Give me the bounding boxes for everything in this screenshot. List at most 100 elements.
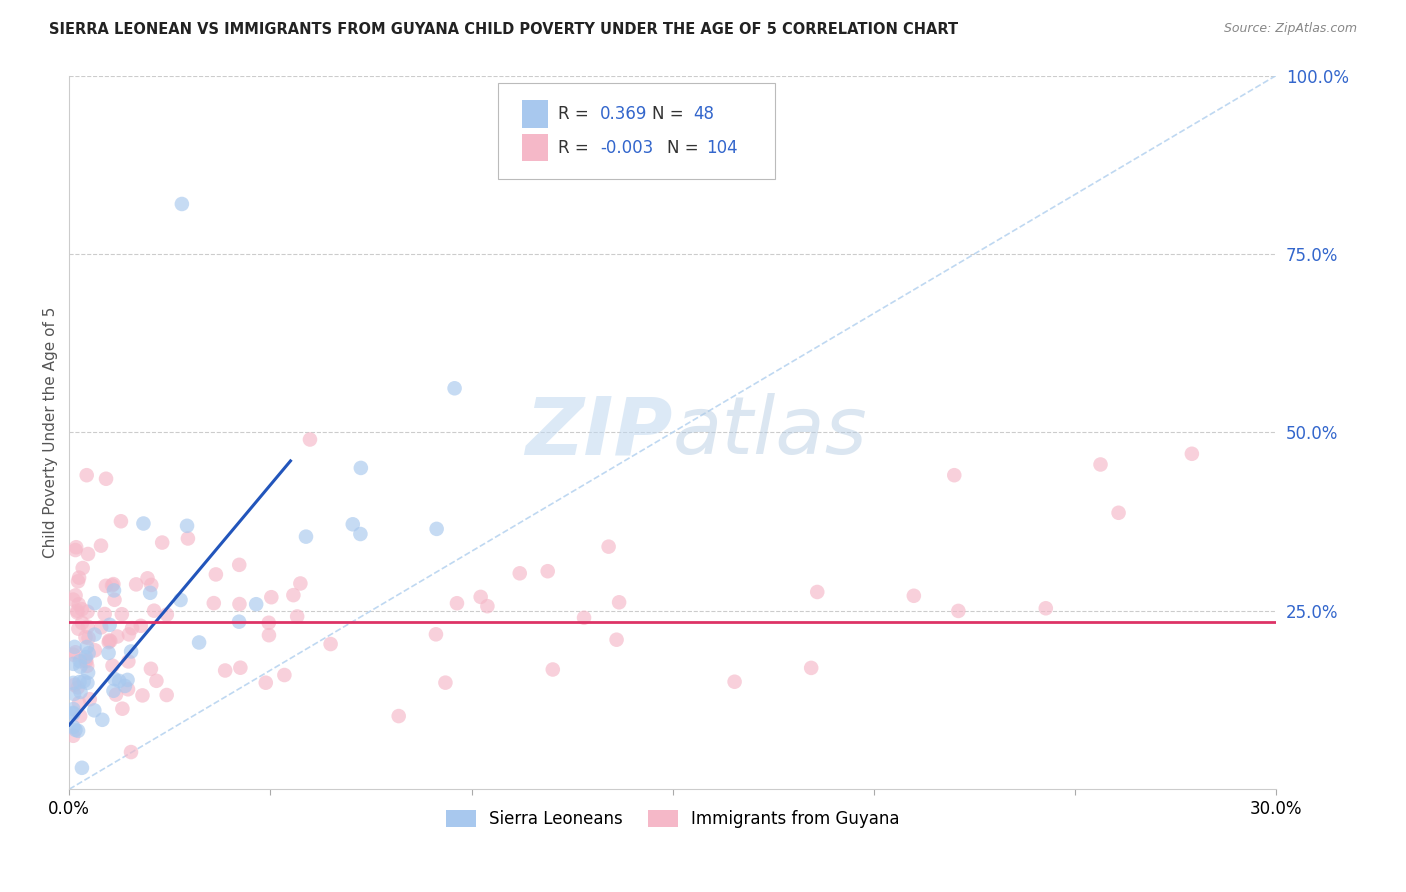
Point [948,604,970,618]
Point [111,607,134,622]
Text: N =: N = [652,105,689,123]
Point [1090,458,1112,472]
Point [169,593,191,607]
Point [67,622,90,636]
Point [103,683,125,698]
Text: 0.369: 0.369 [600,105,648,123]
Point [800,661,823,675]
Point [76,659,98,673]
Point [903,589,925,603]
Point [75,630,97,644]
Point [70,761,93,775]
Point [63,687,86,701]
Point [319,637,342,651]
Point [104,688,127,702]
Point [75,650,97,665]
Point [188,635,211,649]
Text: SIERRA LEONEAN VS IMMIGRANTS FROM GUYANA CHILD POVERTY UNDER THE AGE OF 5 CORREL: SIERRA LEONEAN VS IMMIGRANTS FROM GUYANA… [49,22,959,37]
Point [66,681,89,695]
Point [434,675,457,690]
Point [607,595,630,609]
Point [426,522,449,536]
Point [66,574,89,589]
Point [76,676,98,690]
Point [388,709,411,723]
Point [273,668,295,682]
Point [97,646,120,660]
Point [75,654,97,668]
Point [1181,447,1204,461]
Point [111,702,134,716]
Point [283,588,305,602]
Point [72,561,94,575]
Point [83,643,105,657]
Point [69,709,91,723]
Point [69,659,91,673]
Point [139,586,162,600]
Point [65,645,87,659]
Point [65,723,87,737]
Text: R =: R = [558,105,593,123]
Text: atlas: atlas [672,393,868,471]
Point [139,662,162,676]
Point [156,607,179,622]
Point [443,381,465,395]
Point [62,706,84,721]
Point [67,696,90,710]
Point [572,611,595,625]
Point [105,630,128,644]
Point [295,530,318,544]
Point [77,665,100,680]
Point [228,558,250,572]
Text: 104: 104 [706,138,738,157]
Point [83,703,105,717]
Point [62,657,84,671]
Point [83,596,105,610]
Point [94,472,117,486]
Y-axis label: Child Poverty Under the Age of 5: Child Poverty Under the Age of 5 [44,307,58,558]
Point [214,664,236,678]
FancyBboxPatch shape [522,101,548,128]
Point [77,631,100,645]
Point [62,592,84,607]
Point [349,527,371,541]
Point [97,635,120,649]
Point [143,604,166,618]
Point [76,640,98,654]
Point [125,577,148,591]
Point [541,663,564,677]
Point [108,673,131,688]
Point [62,648,84,662]
Point [98,634,121,648]
Point [150,535,173,549]
Point [129,619,152,633]
Point [77,547,100,561]
Point [77,646,100,660]
Point [101,658,124,673]
FancyBboxPatch shape [522,134,548,161]
Point [93,607,115,621]
Point [83,627,105,641]
Text: 48: 48 [693,105,714,123]
Point [342,517,364,532]
Point [1108,506,1130,520]
Point [65,543,87,558]
Point [69,675,91,690]
Point [117,682,139,697]
Point [446,596,468,610]
Point [1035,601,1057,615]
Point [94,579,117,593]
Point [120,745,142,759]
Point [98,633,121,648]
Point [63,678,86,692]
Point [67,723,90,738]
Text: R =: R = [558,138,593,157]
Point [245,597,267,611]
Point [63,640,86,654]
Point [257,615,280,630]
Legend: Sierra Leoneans, Immigrants from Guyana: Sierra Leoneans, Immigrants from Guyana [439,803,907,834]
Point [257,628,280,642]
Point [62,706,84,720]
Point [202,596,225,610]
Point [170,197,193,211]
